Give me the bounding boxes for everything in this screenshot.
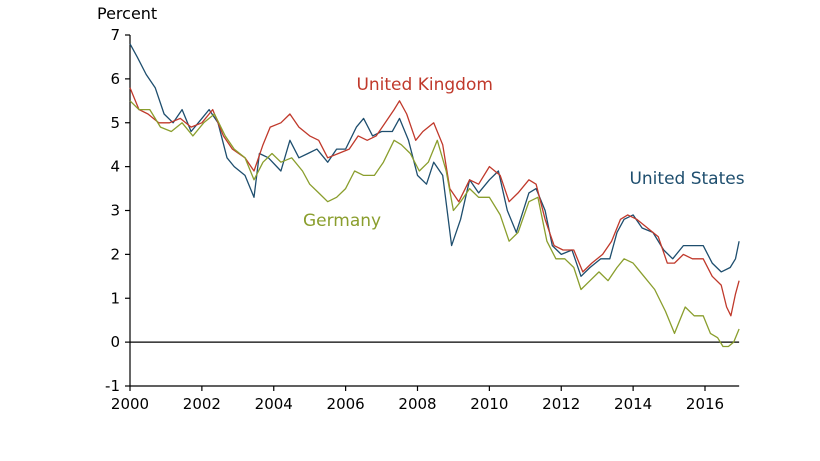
x-tick-label: 2006	[327, 395, 365, 413]
y-tick-label: 7	[110, 26, 120, 44]
x-tick-label: 2014	[614, 395, 652, 413]
x-tick-label: 2012	[542, 395, 580, 413]
y-tick-label: 6	[110, 70, 120, 88]
x-tick-label: 2004	[255, 395, 293, 413]
y-tick-label: 0	[110, 333, 120, 351]
y-tick-label: -1	[105, 377, 120, 395]
series-lines	[129, 43, 740, 348]
series-label-united-states: United States	[629, 169, 744, 189]
x-tick-label: 2002	[183, 395, 221, 413]
series-line-united-states	[129, 43, 740, 277]
tick-labels: -1 0 1 2 3 4 5 6 7 2000 2002 2004 2006 2008 2010 2012 20…	[105, 26, 724, 413]
x-tick-label: 2016	[686, 395, 724, 413]
x-tick-label: 2000	[111, 395, 149, 413]
y-tick-label: 3	[110, 202, 120, 220]
x-tick-label: 2010	[470, 395, 508, 413]
series-label-united-kingdom: United Kingdom	[356, 75, 492, 95]
y-tick-label: 2	[110, 245, 120, 263]
series-labels: United States United Kingdom Germany	[303, 75, 745, 231]
series-line-germany	[129, 100, 740, 348]
y-tick-label: 5	[110, 114, 120, 132]
y-tick-label: 1	[110, 289, 120, 307]
x-tick-label: 2008	[398, 395, 436, 413]
y-axis-unit-label: Percent	[97, 4, 157, 23]
series-label-germany: Germany	[303, 211, 381, 231]
y-tick-label: 4	[110, 158, 120, 176]
